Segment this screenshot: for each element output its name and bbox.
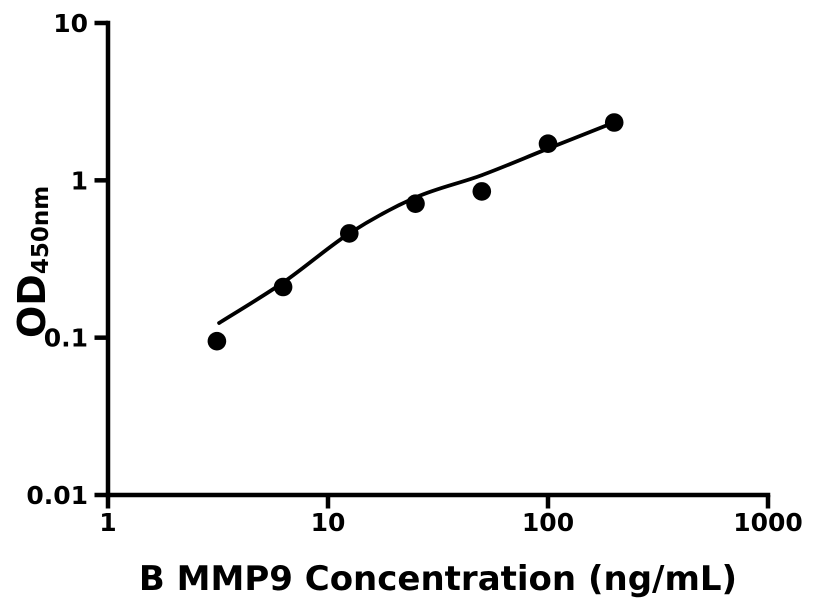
x-tick-label: 10 [311, 508, 346, 537]
x-axis-ticks: 1 10 100 1000 [99, 495, 803, 537]
y-axis-title-main: OD [10, 274, 54, 338]
data-points-group [207, 113, 624, 351]
data-point [472, 182, 492, 201]
y-axis-title-subscript: 450nm [28, 186, 54, 274]
y-tick-label: 1 [71, 166, 88, 195]
y-tick-label: 0.01 [26, 481, 88, 510]
data-point [207, 331, 227, 351]
x-tick-label: 1 [99, 508, 116, 537]
y-tick-label: 0.1 [44, 324, 88, 353]
y-tick-label: 10 [53, 9, 88, 38]
axes-group [105, 20, 771, 498]
y-axis-ticks: 0.01 0.1 1 10 [26, 9, 108, 510]
x-axis-title: B MMP9 Concentration (ng/mL) [139, 559, 737, 599]
data-point [273, 277, 293, 297]
data-point [340, 224, 359, 243]
x-tick-label: 1000 [733, 508, 803, 537]
data-point [604, 113, 624, 132]
data-point [538, 134, 558, 153]
data-point [406, 194, 425, 213]
x-tick-label: 100 [522, 508, 574, 537]
y-axis-title: OD450nm [10, 186, 54, 338]
